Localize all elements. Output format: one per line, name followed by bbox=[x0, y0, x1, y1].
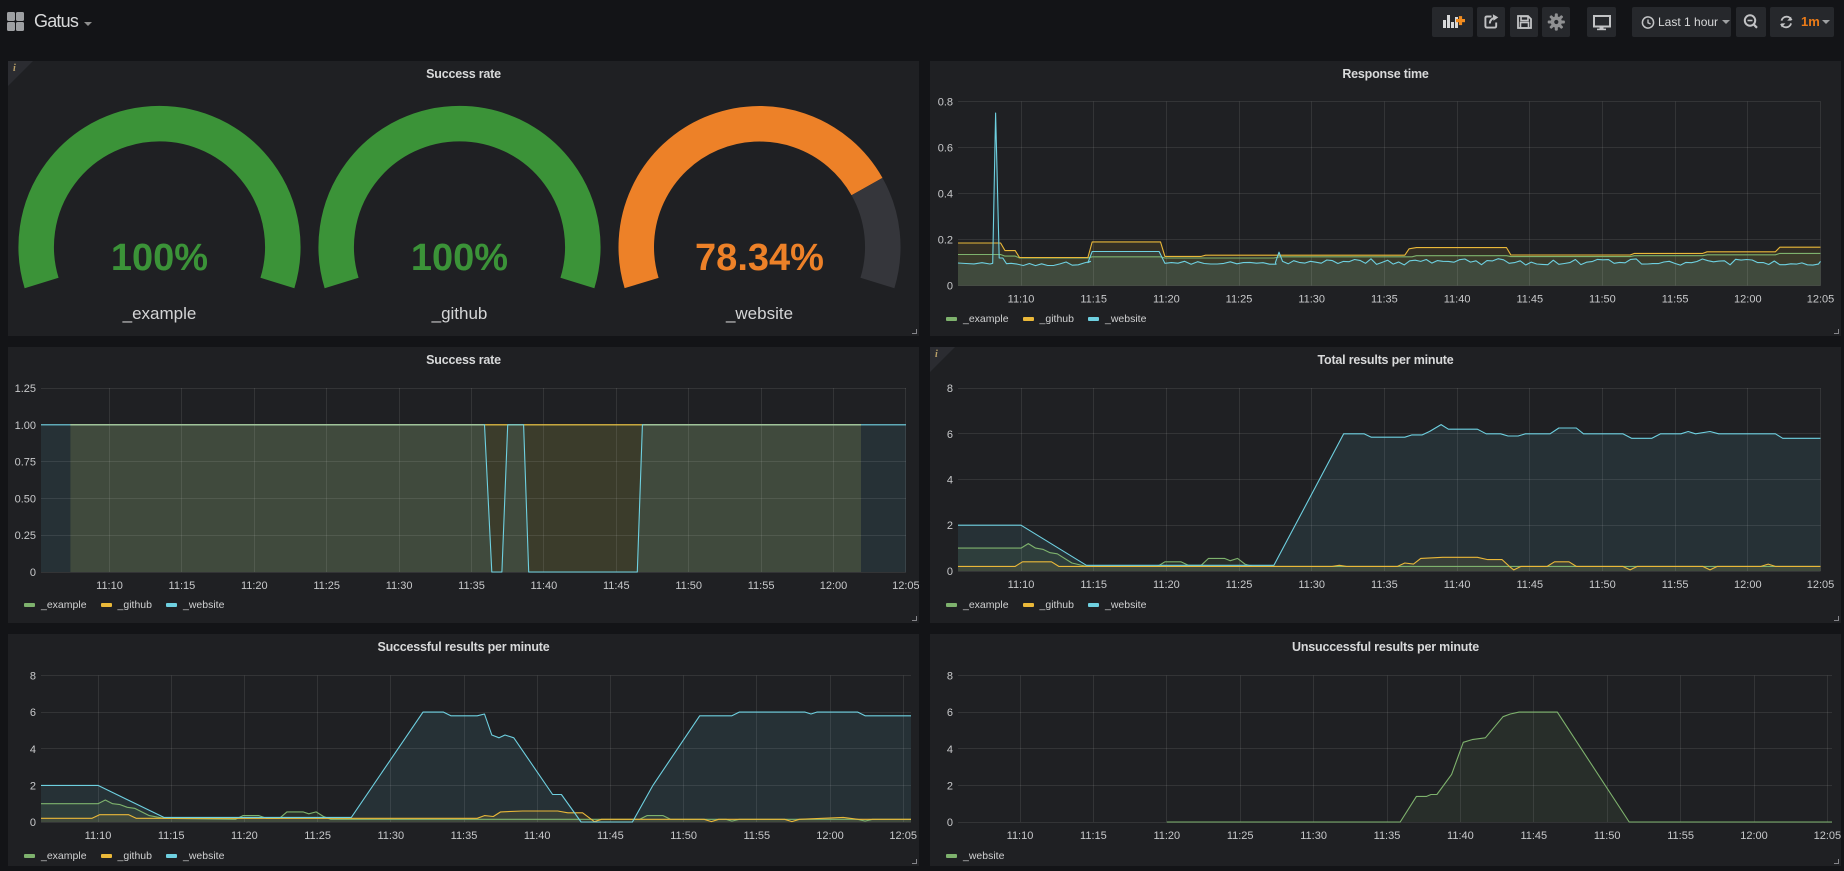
svg-text:8: 8 bbox=[947, 671, 953, 683]
svg-text:11:20: 11:20 bbox=[1153, 579, 1180, 591]
svg-text:11:10: 11:10 bbox=[96, 580, 123, 592]
svg-text:11:20: 11:20 bbox=[231, 830, 258, 842]
svg-text:11:35: 11:35 bbox=[1371, 579, 1398, 591]
svg-text:12:05: 12:05 bbox=[889, 830, 917, 842]
svg-text:11:10: 11:10 bbox=[1007, 830, 1034, 842]
svg-text:11:20: 11:20 bbox=[241, 580, 268, 592]
svg-text:0.2: 0.2 bbox=[938, 235, 953, 247]
svg-text:12:05: 12:05 bbox=[1807, 294, 1835, 306]
svg-text:1.00: 1.00 bbox=[15, 420, 36, 432]
svg-text:11:15: 11:15 bbox=[1080, 294, 1107, 306]
svg-text:_github: _github bbox=[431, 304, 488, 323]
svg-text:11:15: 11:15 bbox=[169, 580, 196, 592]
svg-text:11:25: 11:25 bbox=[1227, 830, 1254, 842]
svg-text:11:40: 11:40 bbox=[531, 580, 558, 592]
svg-text:11:40: 11:40 bbox=[1447, 830, 1474, 842]
svg-text:11:50: 11:50 bbox=[670, 830, 697, 842]
svg-text:0.75: 0.75 bbox=[15, 457, 36, 469]
svg-text:11:45: 11:45 bbox=[1516, 579, 1543, 591]
svg-text:11:10: 11:10 bbox=[1008, 579, 1035, 591]
svg-text:2: 2 bbox=[947, 780, 953, 792]
svg-text:11:50: 11:50 bbox=[1589, 294, 1616, 306]
svg-text:100%: 100% bbox=[111, 237, 208, 279]
svg-text:12:05: 12:05 bbox=[892, 580, 919, 592]
svg-text:0.8: 0.8 bbox=[938, 97, 953, 109]
svg-text:11:30: 11:30 bbox=[377, 830, 404, 842]
svg-text:4: 4 bbox=[947, 475, 953, 487]
svg-text:0.6: 0.6 bbox=[938, 143, 953, 155]
svg-text:12:05: 12:05 bbox=[1807, 579, 1835, 591]
svg-text:0: 0 bbox=[947, 817, 953, 829]
svg-text:2: 2 bbox=[947, 520, 953, 532]
svg-text:100%: 100% bbox=[411, 237, 508, 279]
svg-text:_example: _example bbox=[122, 304, 197, 323]
svg-text:0: 0 bbox=[947, 566, 953, 578]
svg-text:11:10: 11:10 bbox=[1008, 294, 1035, 306]
svg-text:11:25: 11:25 bbox=[1226, 579, 1253, 591]
svg-text:12:00: 12:00 bbox=[1734, 294, 1762, 306]
svg-text:11:40: 11:40 bbox=[1444, 579, 1471, 591]
svg-text:11:35: 11:35 bbox=[1374, 830, 1401, 842]
svg-text:11:55: 11:55 bbox=[1662, 294, 1689, 306]
svg-text:11:50: 11:50 bbox=[1589, 579, 1616, 591]
svg-text:0: 0 bbox=[30, 817, 36, 829]
svg-text:6: 6 bbox=[30, 707, 36, 719]
svg-text:11:50: 11:50 bbox=[675, 580, 702, 592]
svg-text:11:40: 11:40 bbox=[524, 830, 551, 842]
svg-text:11:30: 11:30 bbox=[386, 580, 413, 592]
svg-text:11:55: 11:55 bbox=[748, 580, 775, 592]
svg-text:11:25: 11:25 bbox=[1226, 294, 1253, 306]
svg-text:11:40: 11:40 bbox=[1444, 294, 1471, 306]
svg-text:11:45: 11:45 bbox=[603, 580, 630, 592]
svg-text:11:35: 11:35 bbox=[1371, 294, 1398, 306]
svg-text:11:20: 11:20 bbox=[1153, 830, 1180, 842]
svg-text:11:30: 11:30 bbox=[1300, 830, 1327, 842]
svg-text:0.25: 0.25 bbox=[15, 530, 36, 542]
svg-text:11:15: 11:15 bbox=[1080, 579, 1107, 591]
svg-text:11:45: 11:45 bbox=[1516, 294, 1543, 306]
svg-text:11:55: 11:55 bbox=[743, 830, 770, 842]
svg-text:11:45: 11:45 bbox=[1520, 830, 1547, 842]
svg-text:6: 6 bbox=[947, 429, 953, 441]
svg-text:11:30: 11:30 bbox=[1298, 579, 1325, 591]
svg-text:11:30: 11:30 bbox=[1298, 294, 1325, 306]
svg-text:11:55: 11:55 bbox=[1667, 830, 1694, 842]
svg-text:11:50: 11:50 bbox=[1594, 830, 1621, 842]
svg-text:11:35: 11:35 bbox=[451, 830, 478, 842]
svg-text:8: 8 bbox=[30, 671, 36, 683]
svg-text:12:00: 12:00 bbox=[1740, 830, 1768, 842]
svg-text:0: 0 bbox=[947, 281, 953, 293]
svg-text:12:05: 12:05 bbox=[1814, 830, 1841, 842]
svg-text:11:25: 11:25 bbox=[304, 830, 331, 842]
svg-text:11:20: 11:20 bbox=[1153, 294, 1180, 306]
svg-text:11:35: 11:35 bbox=[458, 580, 485, 592]
svg-text:1.25: 1.25 bbox=[15, 383, 36, 395]
svg-text:11:55: 11:55 bbox=[1662, 579, 1689, 591]
svg-text:_website: _website bbox=[725, 304, 793, 323]
svg-text:12:00: 12:00 bbox=[816, 830, 844, 842]
svg-text:2: 2 bbox=[30, 780, 36, 792]
svg-text:12:00: 12:00 bbox=[820, 580, 848, 592]
svg-text:11:10: 11:10 bbox=[85, 830, 112, 842]
svg-text:12:00: 12:00 bbox=[1734, 579, 1762, 591]
svg-text:6: 6 bbox=[947, 707, 953, 719]
svg-text:0.50: 0.50 bbox=[15, 493, 36, 505]
svg-text:8: 8 bbox=[947, 383, 953, 395]
svg-text:11:15: 11:15 bbox=[1080, 830, 1107, 842]
svg-text:4: 4 bbox=[30, 744, 36, 756]
svg-text:0: 0 bbox=[30, 567, 36, 579]
svg-text:11:15: 11:15 bbox=[158, 830, 185, 842]
svg-text:11:45: 11:45 bbox=[597, 830, 624, 842]
svg-text:78.34%: 78.34% bbox=[695, 237, 824, 279]
svg-text:11:25: 11:25 bbox=[313, 580, 340, 592]
svg-text:0.4: 0.4 bbox=[938, 189, 953, 201]
svg-text:4: 4 bbox=[947, 744, 953, 756]
